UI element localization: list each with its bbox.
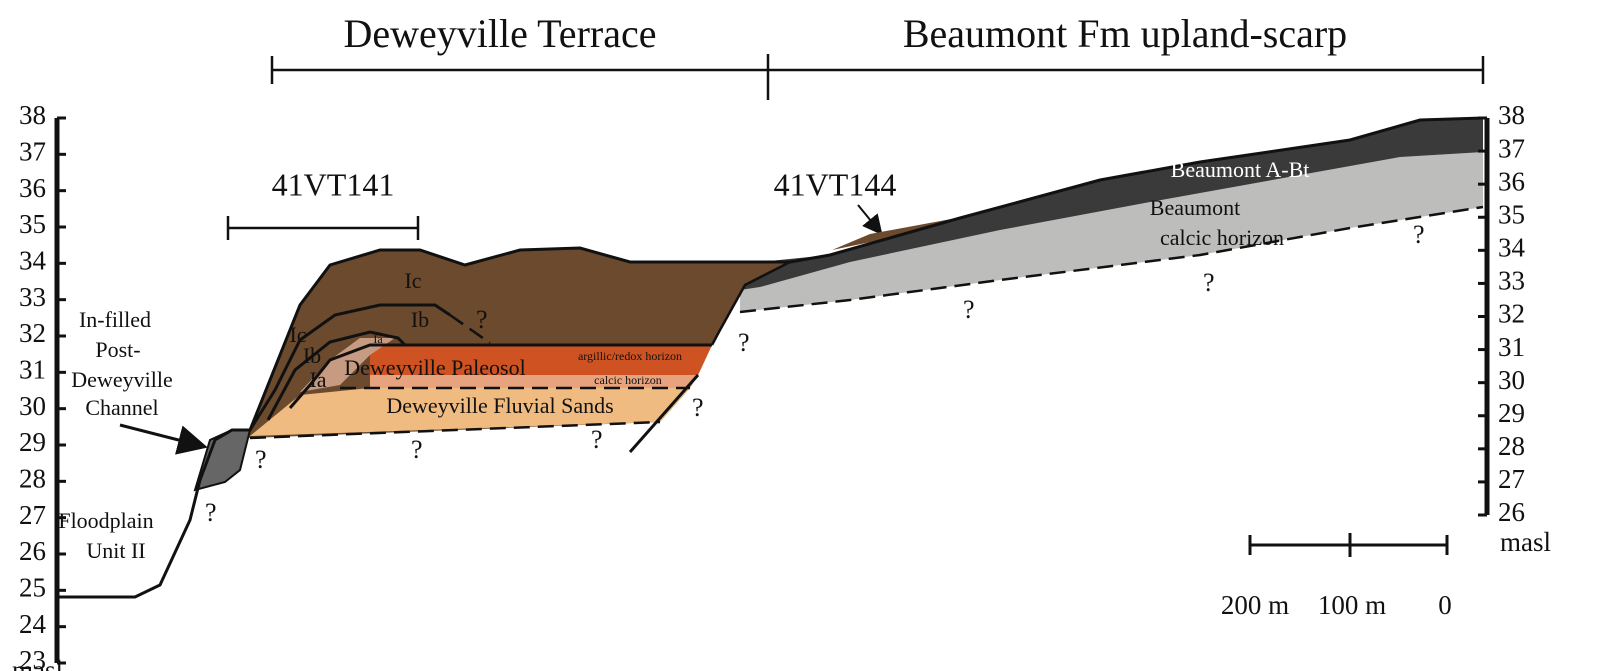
tick-label: 25: [19, 573, 46, 603]
arrow: [858, 205, 880, 232]
tick-label: 32: [19, 318, 46, 348]
tick-label: 37: [1498, 133, 1525, 163]
unit-label: Beaumont A-Bt: [1171, 157, 1310, 182]
unit-label: Unit II: [86, 538, 145, 563]
question-mark: ?: [692, 393, 704, 422]
tick-label: 23: [19, 645, 46, 671]
tick-label: 31: [1498, 332, 1525, 362]
tick-label: 28: [19, 464, 46, 494]
question-mark: ?: [1413, 220, 1425, 249]
channel-fill: [195, 430, 250, 490]
unit-label: Ib: [303, 343, 321, 368]
tick-label: 38: [1498, 100, 1525, 130]
tick-label: 35: [19, 209, 46, 239]
unit-label: Deweyville Fluvial Sands: [386, 393, 613, 418]
header: Deweyville Terrace: [344, 11, 657, 56]
unit-label: Ib: [411, 307, 429, 332]
tick-label: 37: [19, 137, 46, 167]
unit-label: In-filled: [79, 307, 151, 332]
unit-label: Floodplain: [58, 508, 153, 533]
question-mark: ?: [411, 435, 423, 464]
question-mark: ?: [963, 295, 975, 324]
cross-section: Deweyville Terrace Beaumont Fm upland-sc…: [0, 0, 1618, 671]
site-label: 41VT141: [272, 166, 395, 202]
tick-label: 35: [1498, 199, 1525, 229]
tick-label: 38: [19, 100, 46, 130]
question-mark: ?: [738, 328, 750, 357]
arrow: [120, 425, 202, 446]
tick-label: 29: [1498, 398, 1525, 428]
unit-label: Channel: [85, 395, 158, 420]
unit-label: Post-: [95, 337, 140, 362]
tick-label: 26: [1498, 497, 1525, 527]
unit-label: Ia: [309, 367, 326, 392]
scale-label: 0: [1438, 590, 1452, 620]
tick-label: 24: [19, 609, 47, 639]
unit-label: argillic/redox horizon: [578, 349, 682, 363]
unit-label: calcic horizon: [1160, 225, 1284, 250]
question-mark: ?: [255, 445, 267, 474]
tick-label: 27: [19, 500, 46, 530]
tick-label: 30: [19, 391, 46, 421]
tick-label: 33: [1498, 266, 1525, 296]
tick-label: 30: [1498, 365, 1525, 395]
tick-label: 26: [19, 536, 46, 566]
tick-label: 27: [1498, 464, 1525, 494]
header: Beaumont Fm upland-scarp: [903, 11, 1347, 56]
question-mark: ?: [476, 305, 488, 334]
unit-label: Ic: [404, 268, 421, 293]
question-mark: ?: [205, 498, 217, 527]
unit-label: Ia: [373, 332, 383, 346]
unit-label: Deweyville: [71, 367, 172, 392]
tick-label: 34: [19, 246, 47, 276]
scale-label: 100 m: [1318, 590, 1386, 620]
tick-label: 36: [1498, 166, 1525, 196]
unit-label: Deweyville Paleosol: [344, 355, 525, 380]
tick-label: 36: [19, 173, 46, 203]
tick-label: 32: [1498, 299, 1525, 329]
tick-label: 28: [1498, 431, 1525, 461]
tick-label: 34: [1498, 233, 1526, 263]
tick-label: 31: [19, 355, 46, 385]
tick-label: 33: [19, 282, 46, 312]
question-mark: ?: [591, 425, 603, 454]
question-mark: ?: [1203, 268, 1215, 297]
scale-label: 200 m: [1221, 590, 1289, 620]
axis-unit: masl: [1500, 527, 1551, 557]
scale-bar: [1250, 533, 1447, 557]
unit-label: Beaumont: [1150, 195, 1240, 220]
tick-label: 29: [19, 427, 46, 457]
unit-label: calcic horizon: [594, 373, 662, 387]
site-label: 41VT144: [774, 166, 897, 202]
